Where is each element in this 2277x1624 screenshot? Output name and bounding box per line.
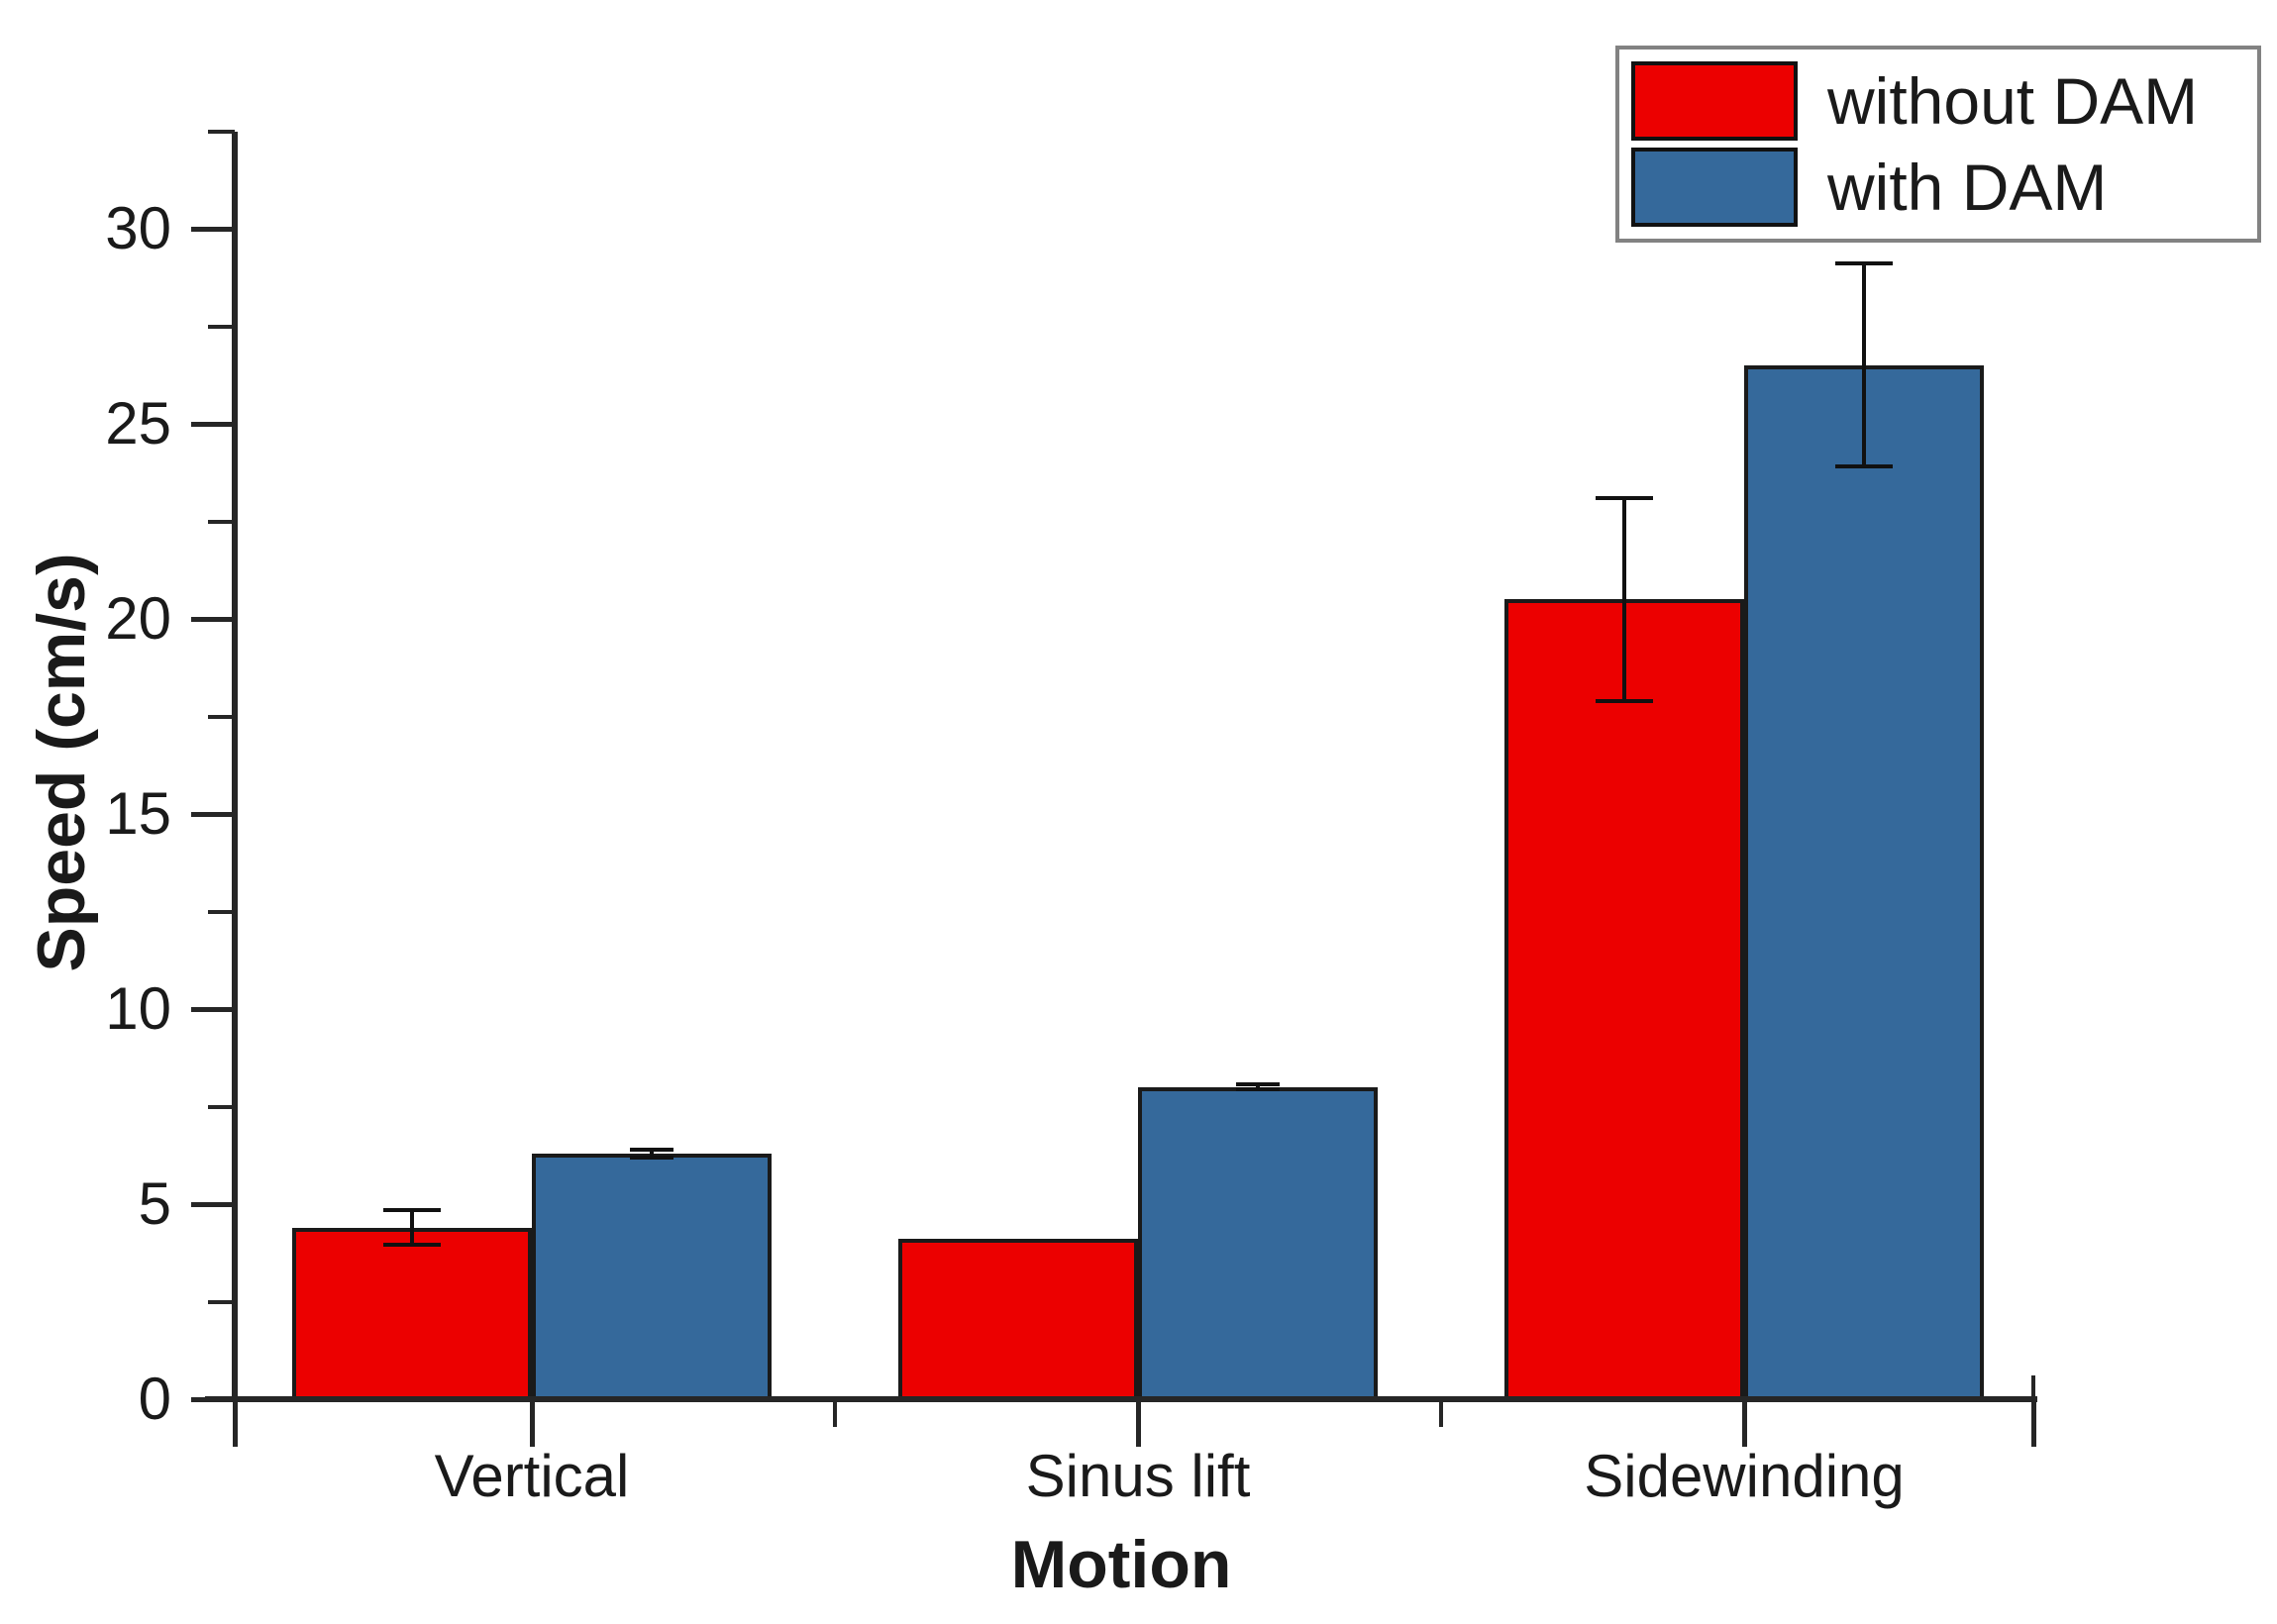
y-tick-label: 25 xyxy=(105,390,171,457)
x-category-label-vertical: Vertical xyxy=(434,1443,630,1509)
error-bar-with-dam-sidewinding-cap-bottom xyxy=(1835,464,1893,469)
x-major-tick xyxy=(232,1399,238,1447)
y-minor-tick xyxy=(208,1104,235,1109)
legend-item-with-dam: with DAM xyxy=(1631,145,2245,231)
x-major-tick xyxy=(1135,1399,1141,1447)
x-major-tick xyxy=(1741,1399,1747,1447)
legend: without DAM with DAM xyxy=(1615,46,2261,243)
y-major-tick xyxy=(191,1006,235,1012)
y-major-tick xyxy=(191,1396,235,1402)
y-tick-label: 10 xyxy=(105,975,171,1042)
x-major-tick xyxy=(2030,1399,2036,1447)
x-minor-tick xyxy=(1439,1399,1443,1427)
error-bar-with-dam-sidewinding-cap-top xyxy=(1835,261,1893,266)
bar-without-dam-sidewinding xyxy=(1504,599,1744,1402)
bar-with-dam-vertical xyxy=(532,1153,772,1402)
error-bar-with-dam-vertical-cap-bottom xyxy=(630,1155,673,1160)
y-minor-tick xyxy=(208,519,235,524)
y-tick-label: 15 xyxy=(105,780,171,847)
error-bar-with-dam-sinus-lift-cap-top xyxy=(1236,1082,1280,1087)
bar-without-dam-sinus-lift xyxy=(898,1239,1138,1402)
y-minor-tick xyxy=(208,714,235,719)
legend-swatch-without-dam xyxy=(1631,61,1798,142)
error-bar-without-dam-sidewinding-cap-bottom xyxy=(1596,698,1653,703)
y-major-tick xyxy=(191,226,235,232)
y-tick-label: 30 xyxy=(105,195,171,261)
x-minor-tick xyxy=(833,1399,837,1427)
y-major-tick xyxy=(191,616,235,622)
error-bar-without-dam-sidewinding-whisker xyxy=(1622,497,1626,701)
x-axis-spine xyxy=(205,1396,2037,1402)
error-bar-with-dam-sidewinding-whisker xyxy=(1862,263,1866,467)
y-axis-title: Speed (cm/s) xyxy=(24,553,99,972)
y-minor-tick xyxy=(208,129,235,134)
x-axis-end-tick xyxy=(2031,1375,2035,1399)
y-axis-spine xyxy=(232,131,238,1402)
y-major-tick xyxy=(191,421,235,427)
bar-with-dam-sidewinding xyxy=(1744,364,1984,1402)
x-major-tick xyxy=(529,1399,535,1447)
y-major-tick xyxy=(191,811,235,817)
y-tick-label: 5 xyxy=(138,1170,171,1237)
y-tick-label: 0 xyxy=(138,1366,171,1432)
legend-label-with-dam: with DAM xyxy=(1827,150,2108,224)
legend-swatch-with-dam xyxy=(1631,147,1798,227)
legend-label-without-dam: without DAM xyxy=(1827,64,2199,139)
error-bar-with-dam-vertical-cap-top xyxy=(630,1147,673,1152)
y-minor-tick xyxy=(208,324,235,329)
legend-item-without-dam: without DAM xyxy=(1631,58,2245,145)
error-bar-without-dam-vertical-cap-bottom xyxy=(383,1243,441,1248)
y-minor-tick xyxy=(208,1299,235,1304)
error-bar-with-dam-sinus-lift-cap-bottom xyxy=(1236,1087,1280,1092)
x-category-label-sinus-lift: Sinus lift xyxy=(1025,1443,1251,1509)
bar-with-dam-sinus-lift xyxy=(1138,1086,1378,1402)
y-major-tick xyxy=(191,1201,235,1207)
error-bar-without-dam-sidewinding-cap-top xyxy=(1596,495,1653,500)
y-tick-label: 20 xyxy=(105,585,171,652)
error-bar-with-dam-vertical-whisker xyxy=(650,1149,654,1158)
x-category-label-sidewinding: Sidewinding xyxy=(1584,1443,1905,1509)
error-bar-without-dam-vertical-whisker xyxy=(410,1209,414,1246)
x-axis-title: Motion xyxy=(1010,1527,1232,1602)
error-bar-without-dam-vertical-cap-top xyxy=(383,1207,441,1212)
y-minor-tick xyxy=(208,909,235,914)
bar-without-dam-vertical xyxy=(292,1227,532,1402)
error-bar-with-dam-sinus-lift-whisker xyxy=(1256,1084,1260,1090)
